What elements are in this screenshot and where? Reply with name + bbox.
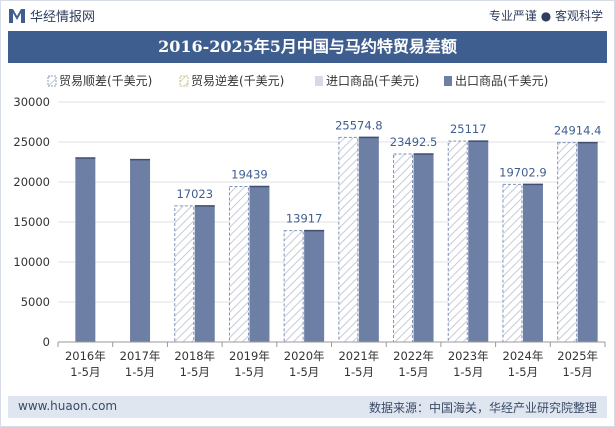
export-bar-6 [413, 154, 434, 342]
export-bar-2 [194, 205, 215, 342]
y-tick-label-2: 10000 [13, 255, 50, 269]
x-tick-sublabel-7: 1-5月 [453, 365, 483, 379]
surplus-bar-3 [228, 185, 249, 343]
y-tick-label-6: 30000 [13, 95, 50, 109]
x-tick-label-4: 2020年 [284, 349, 325, 363]
data-label-9: 24914.4 [554, 124, 602, 138]
export-bar-0 [75, 158, 96, 342]
y-tick-label-4: 20000 [13, 175, 50, 189]
data-label-6: 23492.5 [390, 135, 438, 149]
x-tick-label-2: 2018年 [174, 349, 215, 363]
surplus-bar-2 [174, 205, 195, 343]
y-tick-label-0: 0 [43, 335, 50, 349]
x-tick-sublabel-6: 1-5月 [398, 365, 428, 379]
x-tick-sublabel-3: 1-5月 [234, 365, 264, 379]
legend-label-2: 进口商品(千美元) [326, 73, 419, 88]
legend-label-0: 贸易顺差(千美元) [59, 74, 152, 88]
surplus-bar-9 [557, 142, 578, 343]
legend-swatch-1 [179, 75, 189, 87]
export-bar-3 [249, 186, 270, 342]
x-tick-sublabel-5: 1-5月 [344, 365, 374, 379]
title-bar: 2016-2025年5月中国与马约特贸易差额 [8, 31, 607, 63]
data-label-3: 19439 [231, 167, 268, 181]
data-labels: 17023 19439 13917 25574.8 23492.5 25117 19702.… [176, 118, 601, 225]
x-tick-sublabel-2: 1-5月 [180, 365, 210, 379]
x-tick-label-0: 2016年 [65, 349, 106, 363]
bar-chart: 贸易顺差(千美元) 贸易逆差(千美元) 进口商品(千美元) 出口商品(千美元) 0 50… [13, 73, 606, 379]
surplus-bar-8 [502, 183, 523, 343]
x-tick-label-1: 2017年 [120, 349, 161, 363]
footer: www.huaon.com 数据来源：中国海关，华经产业研究院整理 [8, 396, 607, 418]
website-url: www.huaon.com [18, 399, 118, 413]
huajing-logo-icon [9, 9, 25, 23]
legend-label-3: 出口商品(千美元) [455, 73, 548, 88]
surplus-bar-6 [393, 153, 414, 343]
data-label-4: 13917 [286, 212, 323, 226]
chart-title: 2016-2025年5月中国与马约特贸易差额 [158, 37, 457, 56]
x-tick-sublabel-1: 1-5月 [125, 365, 155, 379]
data-label-7: 25117 [450, 122, 487, 136]
brand-slogan: 专业严谨 ● 客观科学 [488, 9, 603, 23]
brand-name: 华经情报网 [30, 10, 96, 25]
export-bar-4 [304, 230, 325, 342]
y-tick-label-1: 5000 [21, 295, 50, 309]
data-label-2: 17023 [176, 187, 213, 201]
x-tick-label-7: 2023年 [448, 349, 489, 363]
x-tick-label-5: 2021年 [338, 349, 379, 363]
data-source: 数据来源：中国海关，华经产业研究院整理 [368, 401, 597, 415]
surplus-bar-4 [283, 230, 304, 343]
x-axis: 2016年 1-5月 2017年 1-5月 2018年 1-5月 2019年 1-5月 2020… [57, 341, 606, 379]
x-tick-sublabel-4: 1-5月 [289, 365, 319, 379]
data-label-8: 19702.9 [499, 165, 547, 179]
export-bar-7 [468, 141, 489, 342]
y-axis: 0 5000 10000 15000 20000 25000 30000 [13, 95, 50, 349]
x-tick-label-6: 2022年 [393, 349, 434, 363]
export-bar-9 [577, 142, 598, 342]
x-tick-sublabel-9: 1-5月 [563, 365, 593, 379]
y-tick-label-3: 15000 [13, 215, 50, 229]
legend-swatch-2 [315, 76, 323, 86]
legend-swatch-0 [47, 75, 57, 87]
legend: 贸易顺差(千美元) 贸易逆差(千美元) 进口商品(千美元) 出口商品(千美元) [47, 73, 548, 88]
export-bar-5 [358, 137, 379, 342]
surplus-bar-7 [447, 140, 468, 343]
export-bar-1 [130, 159, 151, 342]
x-tick-label-3: 2019年 [229, 349, 270, 363]
x-tick-label-8: 2024年 [503, 349, 544, 363]
x-tick-sublabel-0: 1-5月 [70, 365, 100, 379]
export-bar-8 [522, 184, 543, 342]
data-label-5: 25574.8 [335, 118, 383, 132]
x-tick-sublabel-8: 1-5月 [508, 365, 538, 379]
top-bar: 华经情报网 专业严谨 ● 客观科学 [0, 0, 615, 30]
bars [75, 136, 598, 343]
legend-swatch-3 [444, 76, 452, 86]
surplus-bar-5 [338, 136, 359, 343]
x-tick-label-9: 2025年 [557, 349, 598, 363]
y-tick-label-5: 25000 [13, 135, 50, 149]
legend-label-1: 贸易逆差(千美元) [191, 73, 284, 88]
